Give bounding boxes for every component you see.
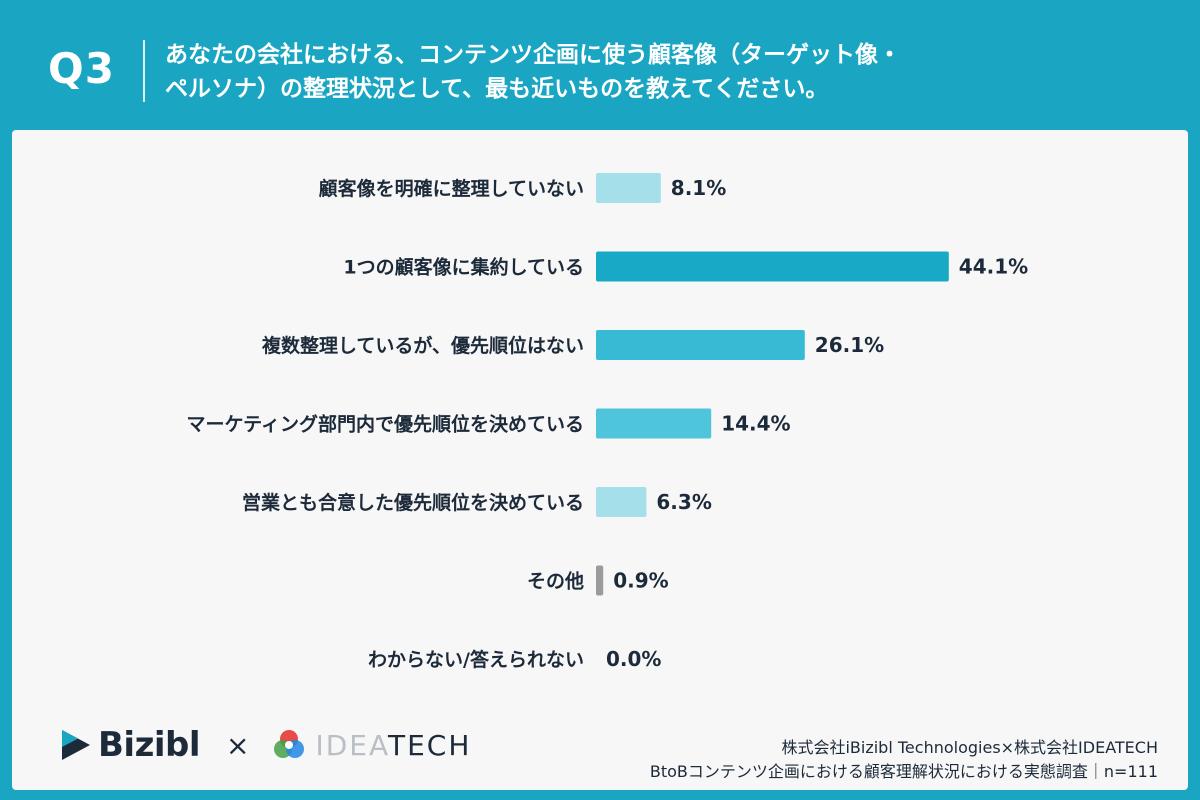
bar — [596, 251, 949, 282]
value-label: 26.1% — [815, 333, 884, 357]
category-label: その他 — [527, 570, 584, 593]
footer-logos: Bizibl × IDEATECH — [58, 720, 471, 770]
ideatech-logo-tech: TECH — [387, 728, 472, 762]
value-label: 44.1% — [959, 255, 1028, 279]
ideatech-logo-idea: IDEA — [315, 728, 388, 762]
chart-panel: 顧客像を明確に整理していない 8.1% 1つの顧客像に集約している 44.1% 複数整理… — [12, 130, 1188, 790]
category-label: わからない/答えられない — [368, 648, 584, 671]
header-divider — [143, 40, 145, 102]
ideatech-logo-text: IDEATECH — [315, 729, 471, 762]
bizibl-logo-icon — [62, 730, 90, 760]
question-line-1: あなたの会社における、コンテンツ企画に使う顧客像（ターゲット像・ — [165, 42, 901, 68]
footer-credit: 株式会社iBizibl Technologies×株式会社IDEATECH Bt… — [650, 736, 1158, 784]
value-label: 0.9% — [613, 569, 668, 593]
ideatech-logo-icon — [274, 730, 305, 758]
bar — [596, 565, 604, 596]
bizibl-logo-text: Bizibl — [98, 725, 201, 765]
category-label: 1つの顧客像に集約している — [343, 256, 584, 279]
bar — [596, 408, 712, 439]
credit-survey: BtoBコンテンツ企画における顧客理解状況における実態調査｜n=111 — [649, 762, 1158, 781]
category-label: 営業とも合意した優先順位を決めている — [242, 491, 584, 514]
question-header: Q3 あなたの会社における、コンテンツ企画に使う顧客像（ターゲット像・ ペルソナ… — [0, 0, 1200, 130]
question-number: Q3 — [48, 44, 115, 93]
value-label: 6.3% — [656, 490, 711, 514]
value-label: 0.0% — [606, 647, 661, 671]
bar-chart: 顧客像を明確に整理していない 8.1% 1つの顧客像に集約している 44.1% 複数整理… — [187, 173, 1028, 671]
collab-separator: × — [226, 728, 250, 762]
bar — [596, 330, 805, 360]
bar — [596, 173, 661, 203]
question-text: あなたの会社における、コンテンツ企画に使う顧客像（ターゲット像・ ペルソナ）の整… — [165, 38, 1065, 106]
credit-companies: 株式会社iBizibl Technologies×株式会社IDEATECH — [781, 738, 1158, 757]
category-label: マーケティング部門内で優先順位を決めている — [187, 413, 584, 436]
bar — [596, 487, 647, 517]
value-label: 8.1% — [671, 176, 726, 200]
category-label: 複数整理しているが、優先順位はない — [261, 334, 584, 357]
category-label: 顧客像を明確に整理していない — [319, 177, 584, 200]
value-label: 14.4% — [721, 412, 790, 436]
question-line-2: ペルソナ）の整理状況として、最も近いものを教えてください。 — [165, 76, 829, 102]
